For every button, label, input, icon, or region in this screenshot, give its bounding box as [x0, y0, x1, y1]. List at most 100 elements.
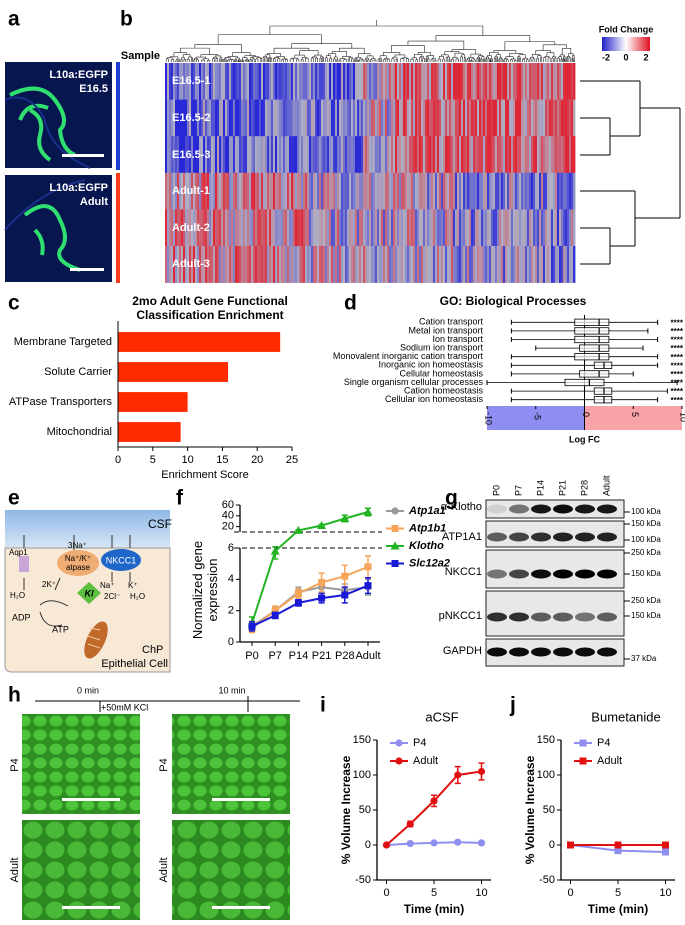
- heat-cell: [317, 63, 320, 100]
- heat-cell: [323, 172, 326, 210]
- heat-cell: [331, 99, 334, 137]
- heat-cell: [559, 246, 562, 283]
- heat-cell: [253, 136, 256, 174]
- heat-cell: [323, 209, 326, 247]
- heat-cell: [193, 99, 196, 137]
- heat-cell: [453, 63, 456, 100]
- heat-cell: [343, 99, 346, 137]
- heat-cell: [515, 209, 518, 247]
- heat-cell: [543, 209, 546, 247]
- heat-cell: [287, 246, 290, 283]
- scale-bar: [212, 798, 270, 801]
- heat-cell: [395, 136, 398, 174]
- heat-cell: [305, 209, 308, 247]
- category-label: Cellular homeostasis: [399, 368, 483, 378]
- heat-cell: [451, 63, 454, 100]
- marker: [318, 594, 326, 602]
- heat-cell: [213, 99, 216, 137]
- heat-cell: [463, 172, 466, 210]
- heat-cell: [259, 99, 262, 137]
- heat-cell: [327, 172, 330, 210]
- heat-cell: [505, 246, 508, 283]
- heat-cell: [489, 172, 492, 210]
- csf-region: [5, 510, 170, 550]
- heat-cell: [491, 136, 494, 174]
- marker: [614, 847, 622, 855]
- kda-label: 250 kDa: [631, 548, 661, 557]
- heat-cell: [341, 63, 344, 100]
- diagram-label: Na⁺: [100, 581, 114, 590]
- heat-cell: [285, 136, 288, 174]
- heat-cell: [471, 209, 474, 247]
- heat-cell: [365, 172, 368, 210]
- heat-cell: [231, 246, 234, 283]
- heat-cell: [449, 172, 452, 210]
- heat-cell: [349, 246, 352, 283]
- heat-cell: [185, 99, 188, 137]
- micrograph: [172, 820, 290, 920]
- y-tick-label: 150: [353, 734, 371, 746]
- heat-cell: [409, 136, 412, 174]
- heat-cell: [477, 136, 480, 174]
- heat-cell: [289, 209, 292, 247]
- heat-cell: [185, 246, 188, 283]
- heat-cell: [441, 136, 444, 174]
- heat-cell: [535, 136, 538, 174]
- heat-cell: [235, 209, 238, 247]
- chart-title: Bumetanide: [591, 709, 660, 724]
- heat-cell: [475, 99, 478, 137]
- heat-cell: [327, 99, 330, 137]
- heat-cell: [243, 136, 246, 174]
- heat-cell: [423, 209, 426, 247]
- heat-cell: [421, 136, 424, 174]
- heat-cell: [211, 136, 214, 174]
- heat-cell: [349, 63, 352, 100]
- heat-cell: [259, 136, 262, 174]
- heat-cell: [421, 63, 424, 100]
- x-tick-label: 5: [431, 887, 437, 899]
- heat-cell: [373, 209, 376, 247]
- heat-cell: [413, 209, 416, 247]
- x-tick-label: -5: [532, 412, 542, 420]
- heat-cell: [327, 246, 330, 283]
- heat-cell: [541, 63, 544, 100]
- y-tick-label: 0: [228, 636, 234, 648]
- heat-cell: [527, 99, 530, 137]
- heat-cell: [489, 209, 492, 247]
- heat-cell: [403, 63, 406, 100]
- heat-cell: [543, 246, 546, 283]
- heat-cell: [195, 99, 198, 137]
- heat-cell: [267, 172, 270, 210]
- lane-label: P0: [491, 485, 501, 496]
- heat-cell: [461, 172, 464, 210]
- heat-cell: [565, 63, 568, 100]
- heat-cell: [165, 63, 168, 100]
- box: [574, 353, 610, 361]
- heat-cell: [565, 136, 568, 174]
- heat-cell: [493, 99, 496, 137]
- heat-cell: [547, 63, 550, 100]
- heat-cell: [493, 246, 496, 283]
- image-label: L10a:EGFP: [49, 182, 108, 194]
- heat-cell: [367, 99, 370, 137]
- heat-cell: [261, 172, 264, 210]
- heat-cell: [571, 172, 574, 210]
- heat-cell: [329, 136, 332, 174]
- epithelium: [23, 204, 81, 272]
- heat-cell: [345, 172, 348, 210]
- nkcc1: [101, 549, 141, 571]
- heat-cell: [297, 99, 300, 137]
- heat-cell: [517, 99, 520, 137]
- heat-cell: [503, 209, 506, 247]
- heat-cell: [317, 136, 320, 174]
- heat-cell: [497, 136, 500, 174]
- y-axis-label: % Volume Increase: [523, 755, 537, 864]
- heat-cell: [231, 136, 234, 174]
- heat-cell: [389, 246, 392, 283]
- heat-cell: [191, 63, 194, 100]
- heat-cell: [495, 209, 498, 247]
- band: [509, 612, 529, 622]
- panel-label: c: [8, 292, 20, 315]
- heat-cell: [195, 246, 198, 283]
- heat-cell: [467, 246, 470, 283]
